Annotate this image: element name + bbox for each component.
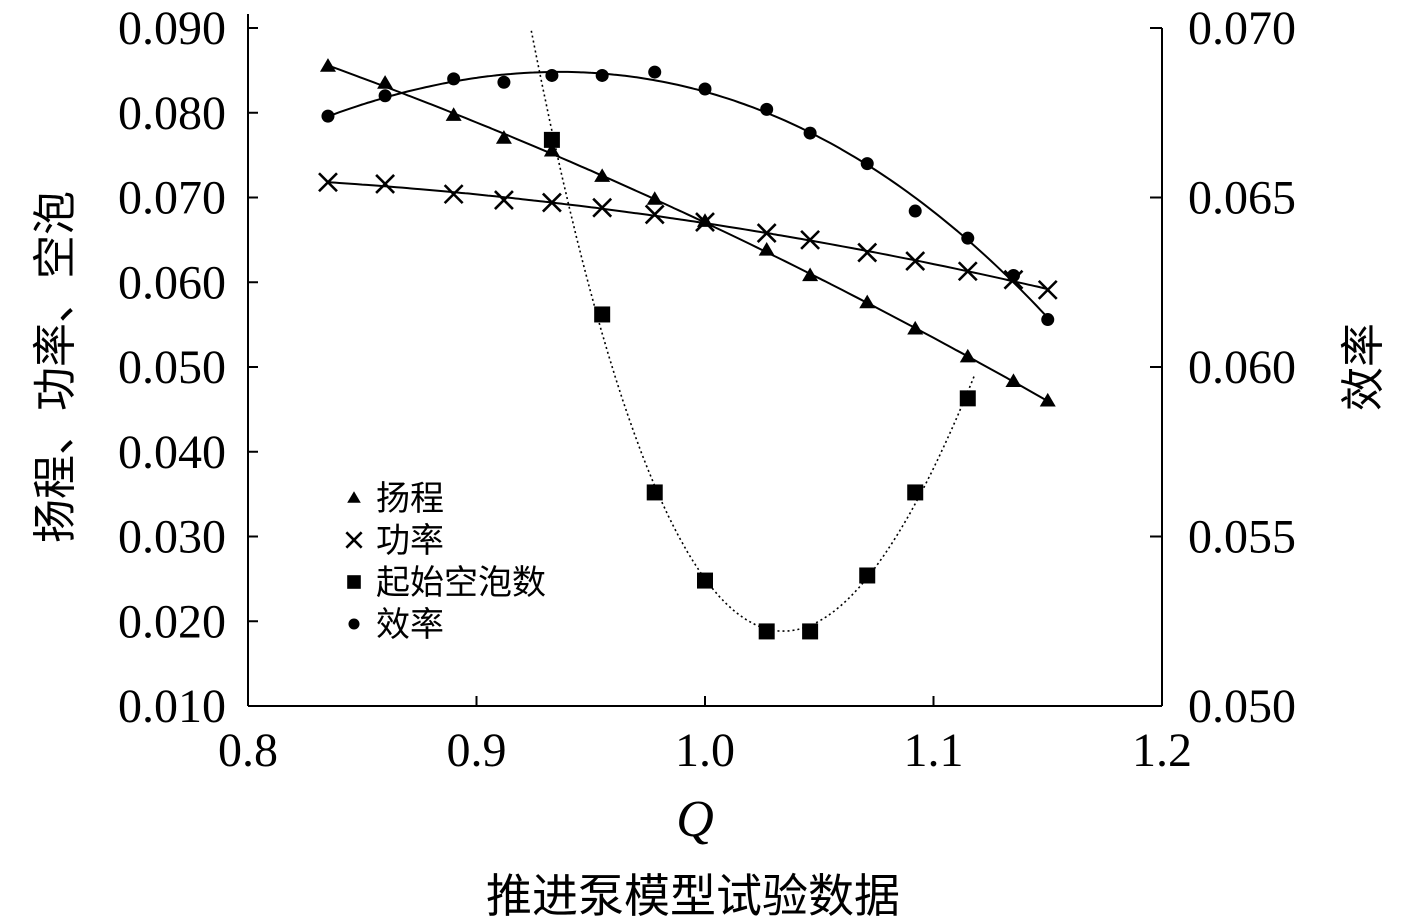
data-point	[957, 261, 978, 282]
left-y-tick-label: 0.050	[118, 341, 226, 394]
data-point	[497, 75, 511, 89]
data-point	[543, 142, 560, 157]
right-y-tick-label: 0.050	[1188, 680, 1296, 733]
data-point	[321, 109, 335, 123]
right-y-tick-label: 0.055	[1188, 511, 1296, 564]
right-y-axis-title: 效率	[1338, 323, 1389, 411]
left-y-axis-title: 扬程、功率、空泡	[30, 191, 81, 543]
fit-curve	[327, 70, 1049, 319]
data-point	[758, 623, 775, 640]
fit-curve	[530, 30, 976, 632]
data-point	[592, 197, 613, 218]
data-point	[859, 294, 876, 309]
data-point	[377, 75, 394, 89]
x-axis-title: Q	[676, 791, 714, 848]
data-point	[445, 107, 462, 121]
data-point	[648, 65, 662, 79]
data-point	[644, 204, 665, 225]
data-point	[545, 68, 559, 82]
data-points	[318, 58, 1058, 640]
right-y-tick-label: 0.060	[1188, 341, 1296, 394]
legend-marker	[347, 575, 361, 589]
data-point	[857, 242, 878, 263]
left-y-tick-label: 0.030	[118, 511, 226, 564]
data-point	[595, 68, 609, 82]
legend-label: 起始空泡数	[376, 563, 546, 603]
data-point	[698, 82, 712, 96]
fit-curve	[327, 64, 1049, 402]
chart-caption: 推进泵模型试验数据	[486, 869, 900, 921]
right-y-tick-label: 0.070	[1188, 2, 1296, 55]
data-point	[959, 348, 976, 363]
data-point	[800, 229, 821, 250]
data-point	[802, 267, 819, 282]
data-point	[646, 484, 663, 501]
left-y-tick-label: 0.040	[118, 426, 226, 479]
legend-marker	[347, 491, 361, 503]
data-point	[803, 126, 817, 140]
data-point	[961, 231, 975, 245]
left-y-tick-label: 0.020	[118, 595, 226, 648]
data-point	[758, 242, 775, 256]
data-point	[860, 157, 874, 171]
x-tick-label: 0.8	[218, 724, 278, 777]
legend-label: 效率	[376, 605, 444, 645]
fit-curve	[327, 181, 1048, 291]
data-point	[697, 572, 713, 589]
data-point	[695, 212, 715, 232]
x-tick-label: 1.1	[904, 724, 964, 777]
data-point	[495, 130, 512, 144]
data-point	[907, 484, 924, 501]
legend-marker	[345, 531, 363, 549]
data-point	[760, 102, 774, 116]
right-y-tick-label: 0.065	[1188, 172, 1296, 225]
left-y-tick-label: 0.060	[118, 256, 226, 309]
x-tick-label: 1.0	[675, 724, 735, 777]
x-tick-label: 1.2	[1132, 724, 1192, 777]
data-point	[908, 204, 922, 218]
data-point	[697, 213, 713, 227]
data-point	[802, 623, 819, 640]
data-point	[905, 251, 926, 271]
left-y-tick-label: 0.080	[118, 87, 226, 140]
data-point	[318, 172, 338, 193]
data-point	[1041, 313, 1055, 327]
data-point	[1037, 279, 1058, 300]
data-point	[447, 72, 461, 86]
data-point	[756, 223, 777, 244]
left-y-tick-label: 0.070	[118, 172, 226, 225]
left-y-tick-label: 0.090	[118, 2, 226, 55]
legend-marker	[348, 618, 360, 630]
x-tick-label: 0.9	[447, 724, 507, 777]
legend-label: 功率	[376, 521, 444, 561]
data-point	[494, 190, 514, 210]
legend-label: 扬程	[376, 479, 444, 519]
axes: 0.010 0.020 0.030 0.040 0.050 0.060 0.070 0.080…	[118, 2, 1296, 777]
data-point	[543, 131, 560, 148]
data-point	[1039, 392, 1056, 407]
data-point	[541, 192, 562, 213]
data-point	[378, 89, 392, 103]
data-point	[859, 567, 876, 584]
data-point	[646, 191, 663, 205]
data-point	[594, 168, 611, 182]
data-point	[1006, 268, 1020, 282]
data-point	[959, 390, 976, 407]
data-point	[594, 306, 611, 323]
data-point	[1005, 373, 1022, 388]
data-point	[907, 320, 924, 335]
left-y-tick-label: 0.010	[118, 680, 226, 733]
data-point	[319, 58, 336, 72]
data-point	[443, 184, 464, 205]
data-point	[375, 174, 396, 194]
fit-curves	[327, 30, 1049, 632]
